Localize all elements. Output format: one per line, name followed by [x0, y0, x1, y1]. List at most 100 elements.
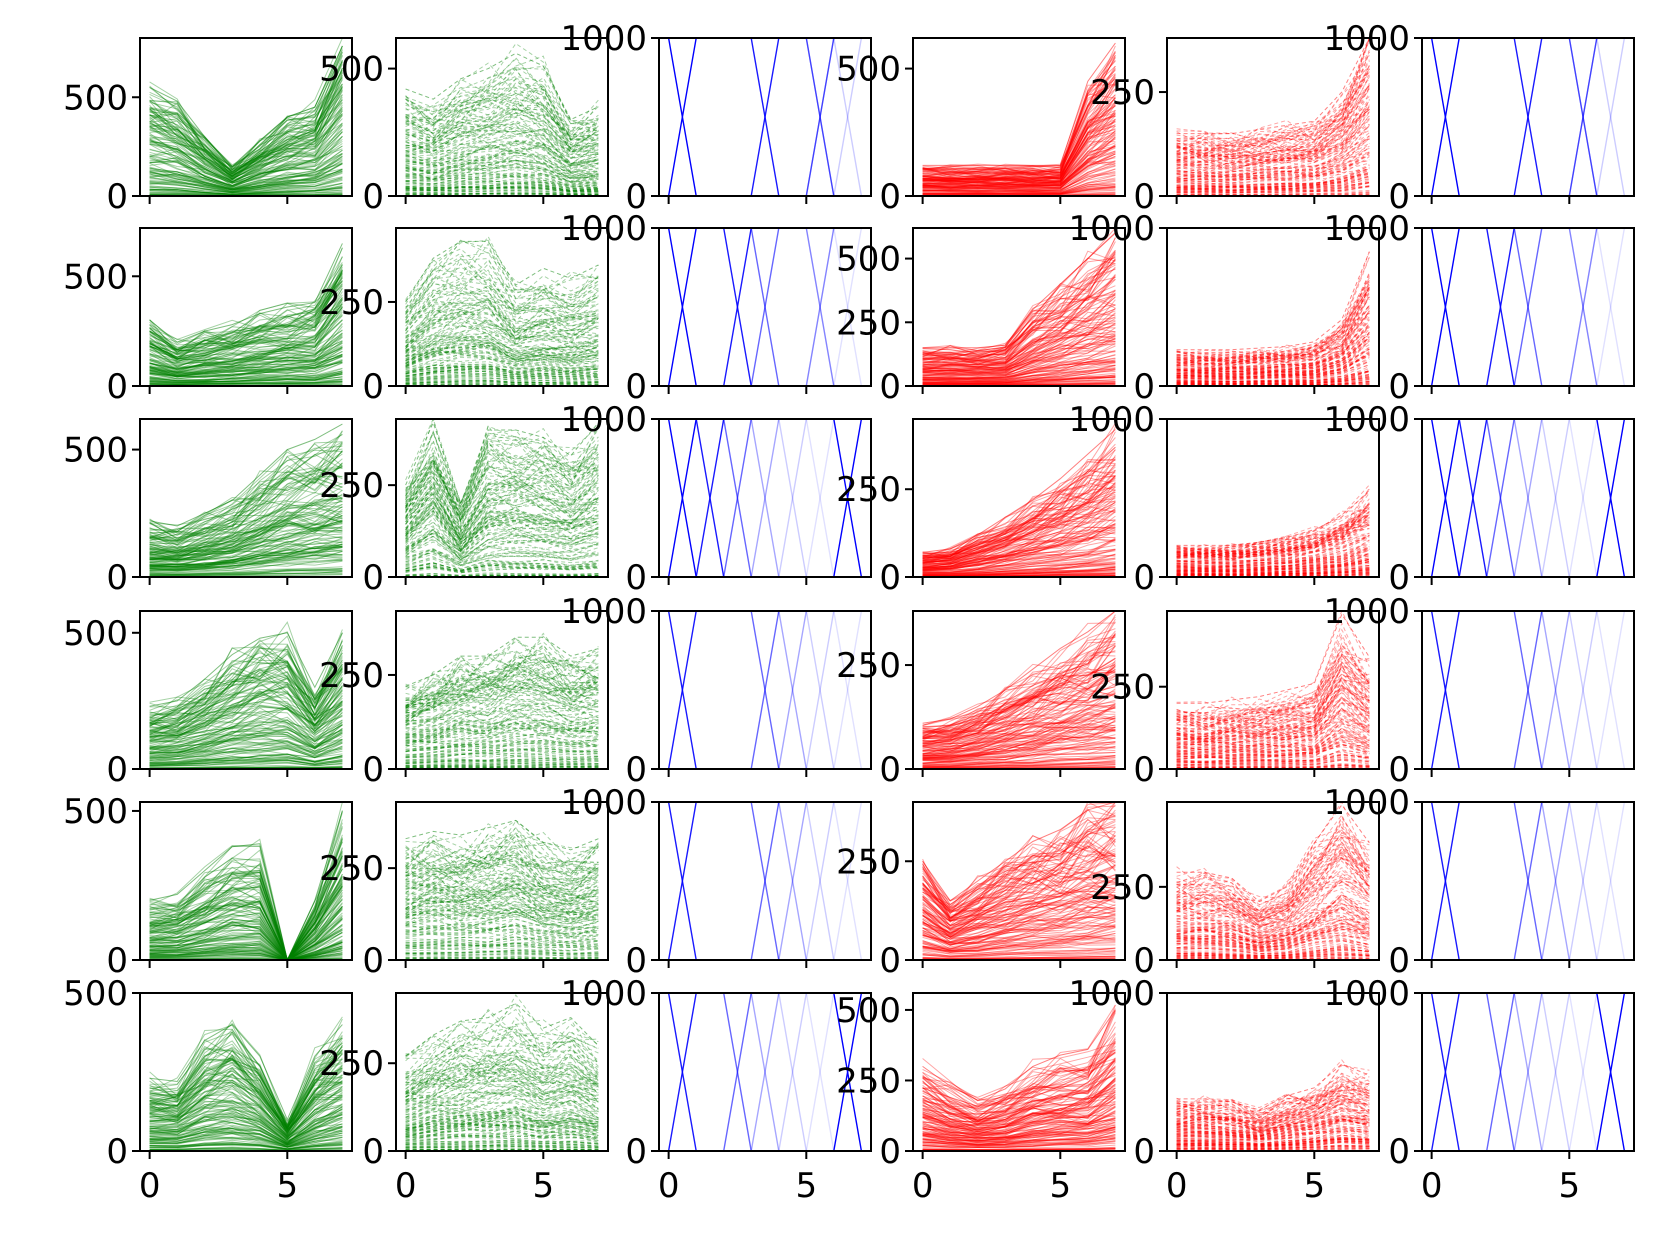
series-line: [405, 151, 599, 175]
series-line: [149, 802, 343, 960]
series-line: [1176, 492, 1370, 553]
series-line: [1176, 814, 1370, 918]
series-line: [149, 1084, 343, 1137]
series-line: [405, 883, 599, 905]
panel-frame: [1166, 610, 1380, 770]
y-tick-label: 0: [625, 941, 647, 981]
series-line: [149, 341, 343, 377]
series-line: [1176, 718, 1370, 754]
series-line: [922, 187, 1116, 195]
series-line: [149, 465, 343, 552]
series-line: [405, 1139, 599, 1145]
series-line: [1176, 308, 1370, 363]
series-line: [149, 711, 343, 748]
series-line: [1176, 107, 1370, 157]
series-line: [922, 916, 1116, 943]
series-line: [922, 1071, 1116, 1123]
series-line: [1176, 172, 1370, 190]
series-line: [922, 1106, 1116, 1136]
series-line: [149, 1031, 343, 1130]
series-line: [405, 132, 599, 170]
series-line: [405, 520, 599, 557]
series-line: [149, 497, 343, 549]
series-line: [922, 130, 1116, 187]
series-line: [405, 499, 599, 551]
series-line: [922, 907, 1116, 946]
series-line: [922, 563, 1116, 576]
series-line: [922, 307, 1116, 372]
series-line: [1176, 756, 1370, 766]
series-line: [922, 746, 1116, 764]
series-line: [149, 303, 343, 359]
series-line: [405, 430, 599, 509]
series-line: [405, 318, 599, 358]
series-line: [1176, 552, 1370, 570]
series-line: [922, 184, 1116, 195]
series-line: [149, 1050, 343, 1130]
series-line: [149, 380, 343, 385]
series-line: [1176, 553, 1370, 567]
series-line: [922, 889, 1116, 934]
y-tick-label: 0: [1388, 750, 1410, 790]
series-line: [149, 878, 343, 960]
series-line: [1176, 847, 1370, 926]
series-line: [1176, 337, 1370, 374]
series-line: [1176, 1127, 1370, 1143]
series-line: [405, 719, 599, 743]
series-line: [405, 564, 599, 572]
series-line: [405, 266, 599, 316]
series-line: [1176, 146, 1370, 182]
series-line: [1176, 1136, 1370, 1147]
series-line: [922, 654, 1116, 736]
series-line: [922, 1077, 1116, 1132]
series-line: [149, 689, 343, 732]
series-line: [1176, 727, 1370, 751]
y-tick-label: 0: [362, 367, 384, 407]
series-line: [1176, 695, 1370, 746]
series-line: [149, 885, 343, 960]
series-line: [922, 869, 1116, 927]
series-line: [922, 456, 1116, 558]
series-line: [922, 147, 1116, 189]
series-line: [149, 1059, 343, 1136]
series-line: [149, 895, 343, 960]
series-line: [922, 824, 1116, 913]
series-line: [405, 259, 599, 332]
series-line: [405, 904, 599, 919]
series-line: [922, 548, 1116, 574]
series-line: [1176, 348, 1370, 378]
series-line: [1176, 168, 1370, 186]
series-line: [1176, 320, 1370, 371]
series-line: [922, 56, 1116, 170]
series-line: [1176, 85, 1370, 162]
series-line: [149, 504, 343, 556]
series-line: [922, 857, 1116, 931]
series-line: [1176, 1121, 1370, 1137]
series-line: [149, 1074, 343, 1136]
series-line: [405, 166, 599, 180]
series-line: [149, 272, 343, 346]
series-line: [149, 760, 343, 767]
y-tick-label: 500: [836, 240, 901, 280]
series-line: [1176, 502, 1370, 557]
series-line: [1176, 344, 1370, 377]
series-line: [1176, 138, 1370, 173]
series-line: [922, 1146, 1116, 1151]
series-line: [149, 1057, 343, 1129]
series-line: [405, 104, 599, 150]
series-line: [922, 1072, 1116, 1125]
series-line: [149, 158, 343, 189]
series-line: [922, 756, 1116, 767]
series-line: [149, 88, 343, 180]
series-line: [405, 886, 599, 910]
series-line: [668, 993, 862, 1151]
series-line: [405, 675, 599, 724]
y-tick-label: 250: [836, 646, 901, 686]
y-tick-label: 0: [106, 367, 128, 407]
series-line: [1176, 99, 1370, 164]
series-line: [149, 950, 343, 960]
series-line: [922, 367, 1116, 384]
series-line: [405, 660, 599, 709]
series-line: [149, 52, 343, 166]
series-line: [149, 367, 343, 382]
